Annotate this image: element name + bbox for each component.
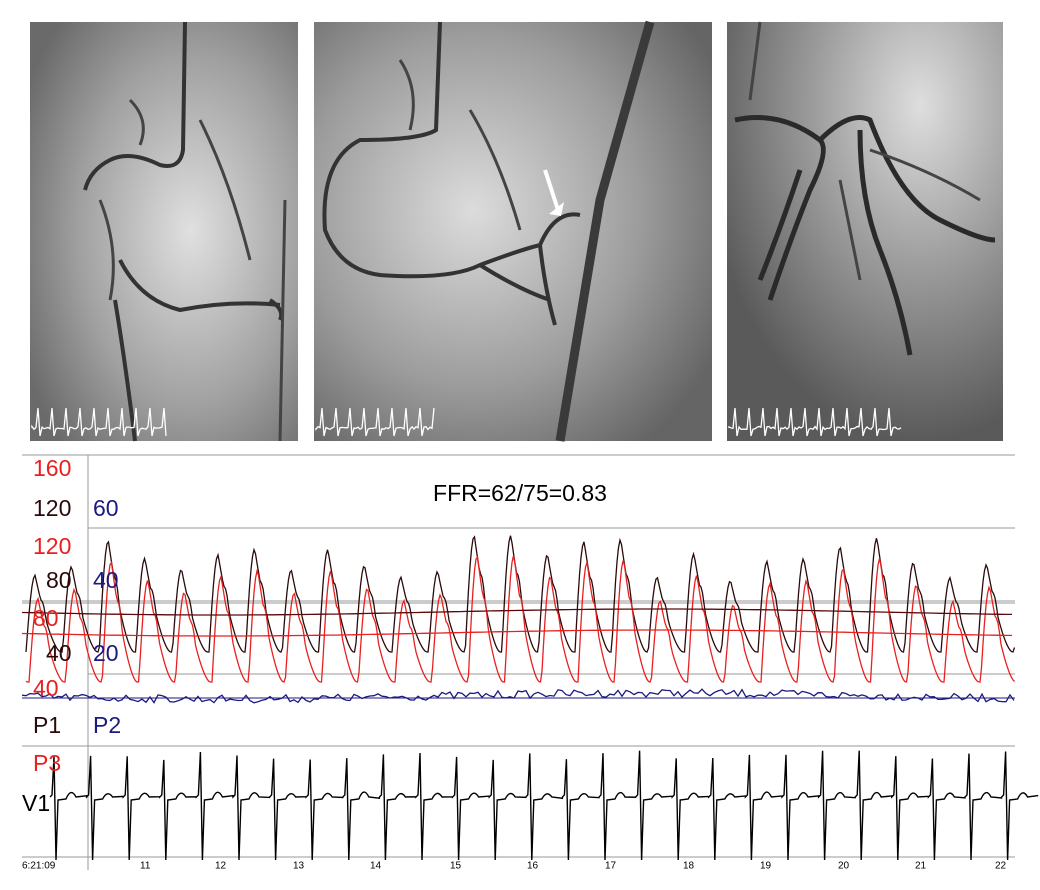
time-label: 11 bbox=[140, 861, 151, 872]
waveforms bbox=[21, 535, 1039, 861]
p3-scale: 40 bbox=[33, 675, 59, 701]
time-label: 16 bbox=[527, 861, 539, 872]
scale-labels: 160 120 80 40 120 80 40 60 40 20 P1 P2 P… bbox=[22, 455, 121, 816]
time-label: 18 bbox=[683, 861, 695, 872]
p2-scale: 40 bbox=[93, 567, 119, 593]
p1-mean bbox=[21, 608, 1012, 616]
time-label: 14 bbox=[370, 861, 382, 872]
time-label: 12 bbox=[215, 861, 227, 872]
angiogram-1 bbox=[30, 21, 298, 442]
time-label: 15 bbox=[450, 861, 462, 872]
p1-scale: 80 bbox=[46, 567, 72, 593]
time-label: 13 bbox=[293, 861, 305, 872]
p3-scale: 120 bbox=[33, 533, 71, 559]
time-label: 17 bbox=[605, 861, 617, 872]
ecg-strip bbox=[728, 407, 902, 437]
channel-label: P3 bbox=[33, 750, 61, 776]
channel-label: V1 bbox=[22, 790, 50, 816]
p3-scale: 80 bbox=[33, 605, 59, 631]
ecg-strip bbox=[315, 407, 435, 437]
channel-label: P1 bbox=[33, 712, 61, 738]
p3-trace bbox=[25, 555, 1015, 683]
p2-trace bbox=[21, 688, 1015, 704]
channel-label: P2 bbox=[93, 712, 121, 738]
p1-scale: 40 bbox=[46, 640, 72, 666]
p1-trace bbox=[25, 535, 1016, 653]
angiogram-3 bbox=[727, 21, 1003, 441]
time-axis: 6:21:09 11 12 13 14 15 16 17 18 19 20 21 22 bbox=[22, 861, 1007, 872]
time-label: 19 bbox=[760, 861, 772, 872]
p3-mean bbox=[21, 629, 1012, 637]
time-label: 6:21:09 bbox=[22, 861, 56, 872]
time-label: 22 bbox=[995, 861, 1007, 872]
time-label: 20 bbox=[838, 861, 850, 872]
grid bbox=[22, 454, 1015, 870]
ecg-trace bbox=[49, 750, 1039, 861]
p3-scale: 160 bbox=[33, 455, 71, 481]
ecg-strip bbox=[31, 407, 167, 437]
time-label: 21 bbox=[915, 861, 927, 872]
p2-scale: 60 bbox=[93, 495, 119, 521]
p2-scale: 20 bbox=[93, 640, 119, 666]
p1-scale: 120 bbox=[33, 495, 71, 521]
angiogram-2 bbox=[314, 20, 712, 442]
angio-ecg bbox=[31, 407, 902, 437]
ffr-annotation: FFR=62/75=0.83 bbox=[433, 480, 607, 506]
